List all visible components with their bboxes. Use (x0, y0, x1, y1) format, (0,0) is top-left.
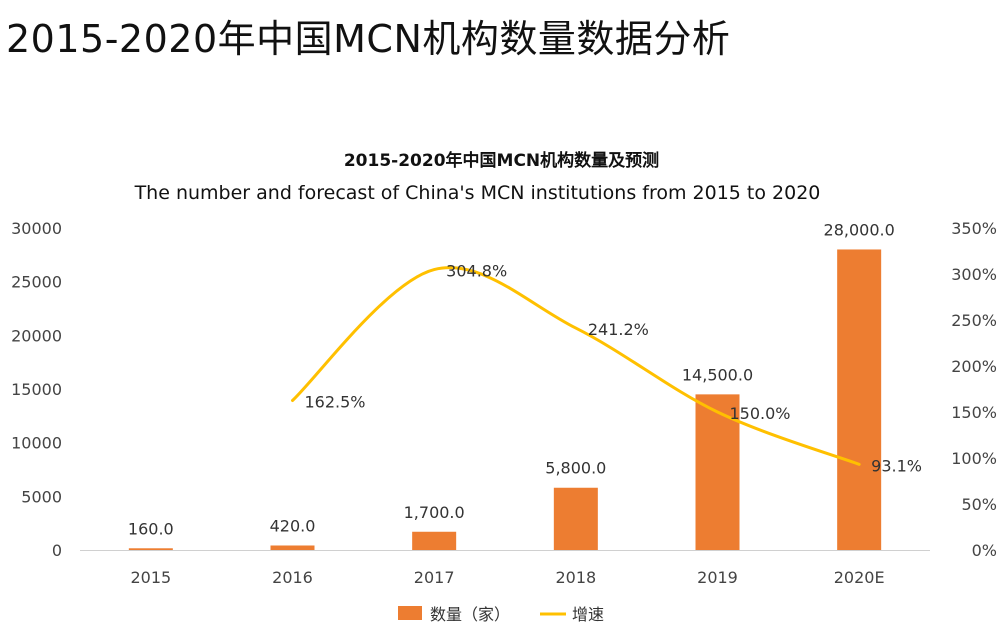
y-right-tick-label: 150% (951, 403, 997, 422)
bar-2015 (128, 548, 173, 550)
x-tick-label: 2015 (130, 568, 171, 587)
y-right-tick-label: 0% (972, 541, 997, 560)
chart-subtitle: The number and forecast of China's MCN i… (134, 182, 821, 204)
chart-title: 2015-2020年中国MCN机构数量及预测 (343, 151, 660, 171)
y-right-tick-label: 200% (951, 357, 997, 376)
growth-rate-label: 93.1% (871, 456, 922, 475)
bar-value-label: 420.0 (270, 516, 316, 535)
y-left-tick-label: 20000 (11, 326, 62, 345)
bar-2016 (270, 545, 315, 550)
y-left-tick-label: 25000 (11, 273, 62, 292)
growth-rate-label: 150.0% (730, 404, 791, 423)
growth-rate-label: 162.5% (305, 393, 366, 412)
x-tick-label: 2018 (555, 568, 596, 587)
y-right-tick-label: 350% (951, 219, 997, 238)
bar-value-label: 14,500.0 (682, 365, 753, 384)
page-title: 2015-2020年中国MCN机构数量数据分析 (6, 17, 731, 61)
bar-2017 (412, 531, 457, 550)
legend-label-bar: 数量（家） (430, 605, 510, 624)
x-tick-label: 2017 (414, 568, 455, 587)
bar-2019 (695, 394, 740, 550)
bar-2020E (837, 249, 882, 550)
bar-value-label: 1,700.0 (404, 503, 465, 522)
legend-swatch-bar (398, 606, 422, 620)
y-right-tick-label: 250% (951, 311, 997, 330)
growth-rate-line (291, 266, 861, 466)
growth-rate-label: 241.2% (588, 320, 649, 339)
bar-2018 (553, 487, 598, 550)
y-right-tick-label: 50% (961, 495, 997, 514)
bar-value-label: 28,000.0 (824, 220, 895, 239)
y-right-tick-label: 100% (951, 449, 997, 468)
growth-rate-label: 304.8% (446, 262, 507, 281)
y-right-tick-label: 300% (951, 265, 997, 284)
y-left-tick-label: 15000 (11, 380, 62, 399)
legend-label-line: 增速 (572, 605, 604, 624)
y-left-tick-label: 5000 (21, 487, 62, 506)
y-left-tick-label: 0 (52, 541, 62, 560)
bar-value-label: 160.0 (128, 519, 174, 538)
x-tick-label: 2016 (272, 568, 313, 587)
x-tick-label: 2020E (834, 568, 885, 587)
x-tick-label: 2019 (697, 568, 738, 587)
bar-value-label: 5,800.0 (545, 459, 606, 478)
y-left-tick-label: 30000 (11, 219, 62, 238)
y-left-tick-label: 10000 (11, 434, 62, 453)
